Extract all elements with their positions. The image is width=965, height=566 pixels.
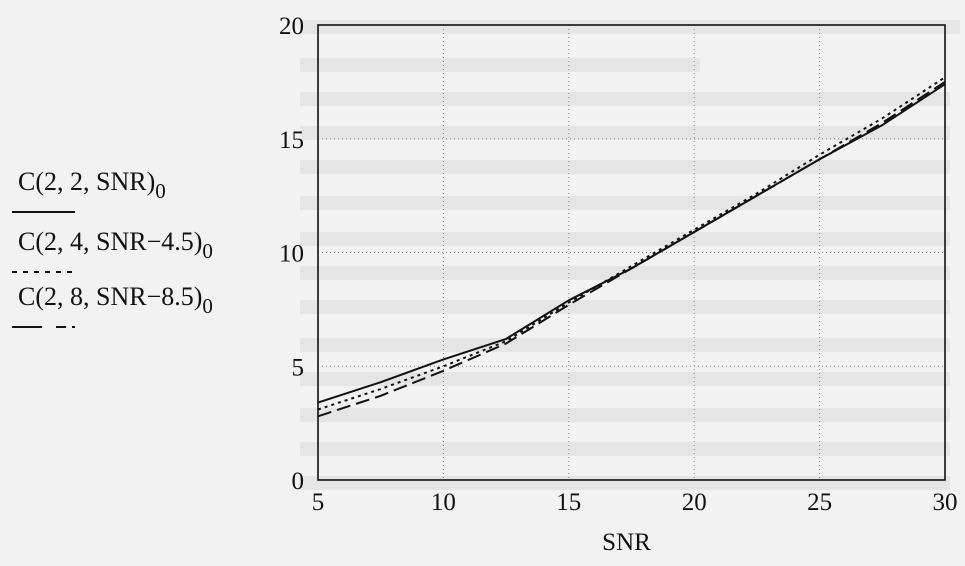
y-tick-label: 0 bbox=[292, 468, 305, 495]
y-tick-label: 20 bbox=[279, 13, 304, 40]
legend: C(2, 2, SNR)0 C(2, 4, SNR−4.5)0 C(2, 8, SN… bbox=[12, 167, 213, 328]
y-tick-label: 5 bbox=[292, 354, 305, 381]
x-axis-ticks: 5 10 15 20 25 30 bbox=[312, 489, 958, 516]
x-tick-label: 5 bbox=[312, 489, 325, 516]
x-tick-label: 20 bbox=[682, 489, 707, 516]
x-axis-label: SNR bbox=[602, 529, 651, 556]
background-texture bbox=[300, 20, 960, 490]
legend-label-2: C(2, 4, SNR−4.5)0 bbox=[18, 227, 213, 263]
x-tick-label: 15 bbox=[556, 489, 581, 516]
x-tick-label: 25 bbox=[807, 489, 832, 516]
plot-area-frame bbox=[317, 24, 946, 481]
y-tick-label: 15 bbox=[279, 127, 304, 154]
legend-label-3: C(2, 8, SNR−8.5)0 bbox=[18, 282, 213, 318]
x-tick-label: 30 bbox=[933, 489, 958, 516]
series-group bbox=[317, 76, 946, 418]
x-tick-label: 10 bbox=[431, 489, 456, 516]
legend-label-1: C(2, 2, SNR)0 bbox=[18, 167, 166, 203]
y-tick-label: 10 bbox=[279, 241, 304, 268]
y-axis-ticks: 0 5 10 15 20 bbox=[279, 13, 304, 495]
series-line-3 bbox=[317, 81, 946, 418]
series-line-2 bbox=[317, 76, 946, 411]
